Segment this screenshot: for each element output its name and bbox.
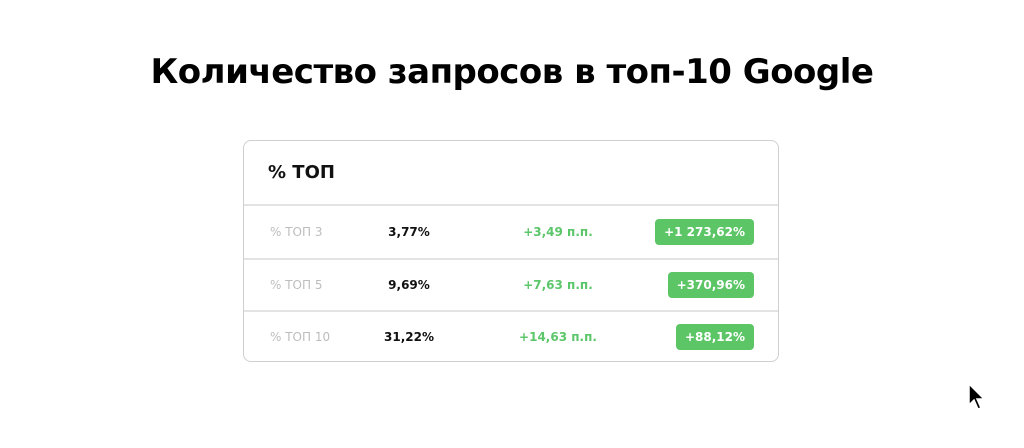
mouse-pointer-icon (968, 383, 986, 410)
change-badge: +1 273,62% (655, 219, 754, 245)
row-delta: +7,63 п.п. (523, 278, 593, 292)
page-title: Количество запросов в топ-10 Google (150, 52, 874, 92)
card-header: % ТОП (244, 141, 778, 206)
table-row: % ТОП 10 31,22% +14,63 п.п. +88,12% (244, 310, 778, 362)
table-row: % ТОП 5 9,69% +7,63 п.п. +370,96% (244, 258, 778, 310)
row-value: 9,69% (388, 278, 430, 292)
row-label: % ТОП 5 (270, 278, 323, 292)
row-label: % ТОП 10 (270, 330, 331, 344)
row-value: 31,22% (384, 330, 434, 344)
change-badge: +88,12% (675, 324, 754, 350)
row-delta: +14,63 п.п. (519, 330, 597, 344)
table-row: % ТОП 3 3,77% +3,49 п.п. +1 273,62% (244, 206, 778, 258)
change-badge: +370,96% (667, 272, 754, 298)
row-delta: +3,49 п.п. (523, 225, 593, 239)
row-label: % ТОП 3 (270, 225, 323, 239)
top-stats-card: % ТОП % ТОП 3 3,77% +3,49 п.п. +1 273,62… (243, 140, 779, 362)
row-value: 3,77% (388, 225, 430, 239)
